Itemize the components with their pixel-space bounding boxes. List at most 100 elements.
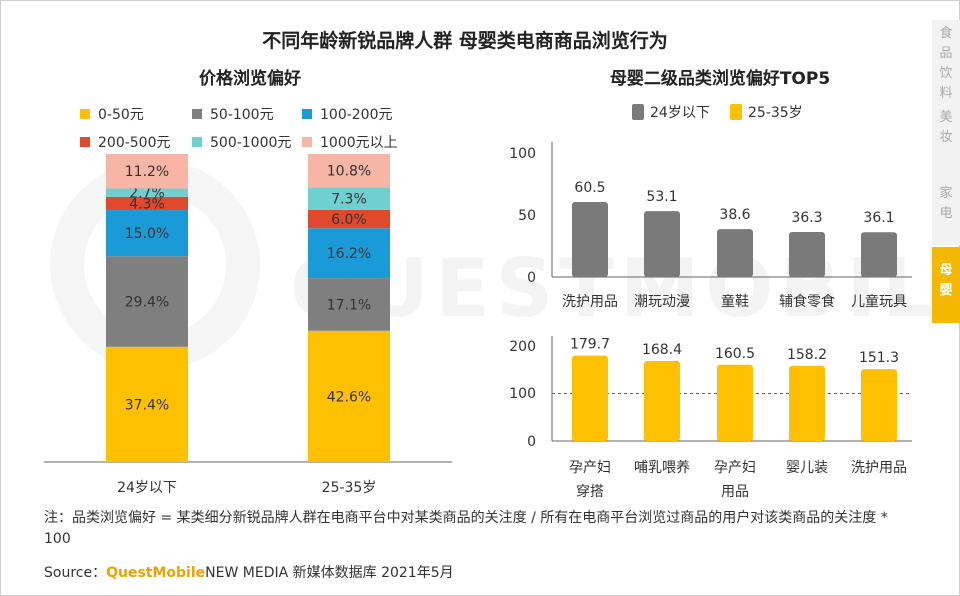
side-nav-item-appliance[interactable]: 家电 — [939, 186, 953, 221]
bar — [644, 361, 680, 441]
legend-item: 0-50元 — [80, 104, 144, 124]
legend-label: 500-1000元 — [210, 135, 292, 151]
data-label: 11.2% — [125, 164, 169, 180]
watermark: QUESTMOBILE — [290, 242, 960, 335]
legend-label: 200-500元 — [98, 135, 171, 151]
legend-swatch — [730, 104, 742, 120]
legend-item: 1000元以上 — [302, 132, 398, 152]
legend-label: 0-50元 — [98, 107, 144, 123]
x-tick-label: 哺乳喂养 — [634, 460, 690, 476]
data-label: 4.3% — [129, 196, 165, 212]
bar-segment — [106, 196, 188, 211]
legend-swatch — [632, 104, 644, 120]
data-label: 42.6% — [327, 389, 371, 405]
data-label: 16.2% — [327, 246, 371, 262]
left-chart-title: 价格浏览偏好 — [199, 69, 301, 89]
y-tick-label: 100 — [509, 146, 536, 162]
bar — [572, 355, 608, 441]
source-brand: QuestMobile — [106, 565, 206, 581]
legend-label: 25-35岁 — [748, 105, 803, 121]
bar — [861, 232, 897, 277]
data-label: 158.2 — [787, 347, 827, 363]
data-label: 6.0% — [331, 212, 367, 228]
data-label: 179.7 — [570, 337, 610, 353]
data-label: 10.8% — [327, 164, 371, 180]
data-label: 2.7% — [129, 186, 165, 202]
data-label: 7.3% — [331, 192, 367, 208]
data-label: 37.4% — [125, 397, 169, 413]
y-tick-label: 0 — [527, 434, 536, 450]
x-tick-label: 儿童玩具 — [851, 293, 907, 310]
x-tick-label: 25-35岁 — [322, 480, 377, 496]
x-tick-label: 孕产妇 — [714, 459, 756, 476]
footnote: 注：品类浏览偏好 = 某类细分新锐品牌人群在电商平台中对某类商品的关注度 / 所… — [44, 510, 888, 547]
legend-item: 100-200元 — [302, 104, 393, 124]
source-label: Source： — [44, 565, 107, 581]
data-label: 36.3 — [791, 210, 822, 226]
data-label: 160.5 — [715, 346, 755, 362]
y-tick-label: 100 — [509, 386, 536, 402]
bar — [789, 365, 825, 441]
bar-segment — [106, 188, 188, 197]
bar — [644, 211, 680, 277]
data-label: 29.4% — [125, 295, 169, 311]
charts-canvas: 37.4% 29.4% 15.0% 4.3%2.7% 11.2% 24岁以下 42.6% 17… — [44, 142, 912, 500]
legend-item: 25-35岁 — [730, 102, 803, 122]
side-nav: 食品饮料 美妆 家电 母婴 — [932, 20, 960, 580]
y-tick-label: 0 — [527, 270, 536, 286]
bar — [572, 201, 608, 277]
data-label: 53.1 — [646, 189, 677, 205]
source-text: NEW MEDIA 新媒体数据库 2021年5月 — [205, 565, 454, 581]
data-label: 36.1 — [863, 210, 894, 226]
legend-item: 500-1000元 — [192, 132, 291, 152]
data-label: 17.1% — [327, 297, 371, 313]
x-tick-label: 24岁以下 — [117, 480, 177, 496]
legend-label: 24岁以下 — [650, 105, 710, 121]
bar-segment — [106, 346, 188, 462]
legend-swatch — [302, 137, 312, 147]
legend-swatch — [192, 109, 202, 119]
bar-segment — [308, 278, 390, 331]
side-nav-bg — [932, 20, 960, 245]
bar-segment — [308, 154, 390, 188]
legend-swatch — [80, 137, 90, 147]
bar — [717, 229, 753, 277]
data-label: 151.3 — [859, 350, 899, 366]
side-nav-item-maternal[interactable]: 母婴 — [932, 247, 960, 323]
legend-label: 100-200元 — [320, 107, 393, 123]
x-tick-label: 洗护用品 — [851, 460, 907, 476]
legend-swatch — [80, 109, 90, 119]
bar-segment — [106, 154, 188, 189]
data-label: 38.6 — [719, 207, 750, 223]
x-tick-label: 穿搭 — [576, 484, 604, 500]
side-nav-item-beauty[interactable]: 美妆 — [939, 110, 953, 145]
x-tick-label: 童鞋 — [721, 293, 749, 310]
legend-swatch — [192, 137, 202, 147]
legend-item: 200-500元 — [80, 132, 171, 152]
page-title: 不同年龄新锐品牌人群 母婴类电商商品浏览行为 — [262, 30, 668, 52]
legend-swatch — [302, 109, 312, 119]
bar-segment — [308, 330, 390, 462]
bar — [789, 231, 825, 277]
legend-item: 50-100元 — [192, 104, 274, 124]
side-nav-item-food[interactable]: 食品饮料 — [939, 26, 953, 101]
bar-segment — [308, 209, 390, 229]
bar — [861, 369, 897, 441]
x-tick-label: 婴儿装 — [786, 460, 828, 476]
data-label: 60.5 — [574, 180, 605, 196]
x-tick-label: 用品 — [721, 484, 749, 500]
x-tick-label: 孕产妇 — [569, 459, 611, 476]
legend-label: 50-100元 — [210, 107, 274, 123]
data-label: 15.0% — [125, 226, 169, 242]
x-tick-label: 潮玩动漫 — [634, 294, 690, 310]
legend-label: 1000元以上 — [320, 135, 398, 151]
right-chart-title: 母婴二级品类浏览偏好TOP5 — [609, 69, 831, 89]
x-tick-label: 辅食零食 — [779, 293, 835, 310]
y-tick-label: 200 — [509, 339, 536, 355]
x-tick-label: 洗护用品 — [562, 294, 618, 310]
bar — [717, 364, 753, 441]
bar-segment — [106, 210, 188, 257]
bar-segment — [308, 228, 390, 279]
y-tick-label: 50 — [518, 208, 536, 224]
bar-segment — [308, 187, 390, 210]
